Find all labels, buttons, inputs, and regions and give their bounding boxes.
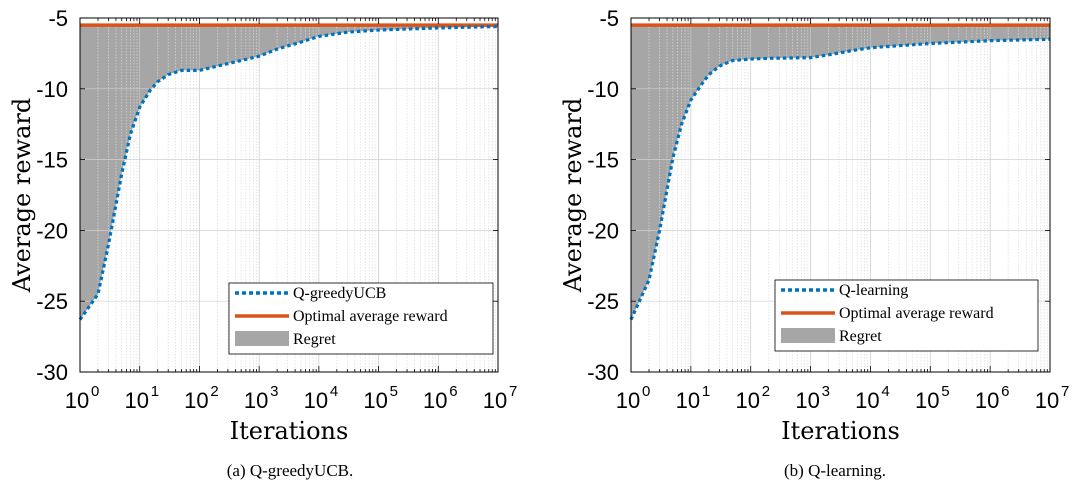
y-tick-label: -15 [36, 148, 68, 173]
x-tick-label: 10 [676, 388, 700, 413]
legend-swatch-area [235, 331, 289, 346]
x-tick-exponent: 7 [509, 383, 517, 400]
legend: Q-learning Optimal average reward Regret [774, 279, 1039, 352]
x-tick-label: 10 [184, 388, 208, 413]
x-tick-label: 10 [855, 388, 879, 413]
x-tick-label: 10 [363, 388, 387, 413]
tick-marks [79, 17, 499, 373]
y-tick-label: -5 [48, 6, 68, 31]
x-tick-exponent: 3 [270, 383, 278, 400]
x-tick-exponent: 4 [330, 383, 338, 400]
x-tick-label: 10 [735, 388, 759, 413]
x-tick-exponent: 7 [1061, 383, 1069, 400]
legend: Q-greedyUCB Optimal average reward Regret [228, 282, 494, 355]
x-tick-label: 10 [244, 388, 268, 413]
x-tick-label: 10 [795, 388, 819, 413]
legend-label: Regret [293, 331, 336, 348]
x-axis-label: Iterations [230, 417, 349, 445]
y-axis-label: Average reward [8, 98, 36, 293]
x-tick-label: 10 [65, 388, 89, 413]
x-tick-exponent: 4 [881, 383, 889, 400]
tick-marks [630, 17, 1051, 373]
y-tick-label: -30 [587, 360, 619, 385]
x-tick-exponent: 0 [642, 383, 650, 400]
x-tick-exponent: 6 [449, 383, 457, 400]
y-axis-label: Average reward [559, 98, 587, 293]
x-tick-label: 10 [304, 388, 328, 413]
y-tick-label: -30 [36, 360, 68, 385]
x-tick-exponent: 0 [91, 383, 99, 400]
legend-swatch-area [781, 328, 835, 343]
y-tick-label: -15 [587, 148, 619, 173]
x-axis-label: Iterations [781, 417, 900, 445]
x-tick-exponent: 1 [151, 383, 159, 400]
x-tick-exponent: 1 [702, 383, 710, 400]
y-tick-label: -20 [36, 218, 68, 243]
y-tick-label: -25 [587, 289, 619, 314]
figure-caption: (a) Q-greedyUCB. [227, 461, 354, 480]
x-tick-exponent: 2 [210, 383, 218, 400]
y-tick-label: -10 [587, 77, 619, 102]
x-tick-exponent: 3 [822, 383, 830, 400]
y-tick-label: -20 [587, 218, 619, 243]
axes-frame [630, 17, 1051, 373]
axes-frame [79, 17, 499, 373]
x-tick-exponent: 6 [1001, 383, 1009, 400]
x-tick-label: 10 [1035, 388, 1059, 413]
figure-caption: (b) Q-learning. [784, 461, 886, 480]
legend-label: Optimal average reward [293, 308, 448, 325]
x-tick-label: 10 [483, 388, 507, 413]
legend-label: Q-greedyUCB [293, 285, 386, 302]
y-tick-label: -5 [599, 6, 619, 31]
y-tick-label: -10 [36, 77, 68, 102]
x-tick-exponent: 2 [762, 383, 770, 400]
x-tick-label: 10 [124, 388, 148, 413]
x-tick-label: 10 [616, 388, 640, 413]
legend-label: Optimal average reward [839, 305, 994, 322]
x-tick-exponent: 5 [941, 383, 949, 400]
y-tick-label: -25 [36, 289, 68, 314]
x-tick-label: 10 [975, 388, 999, 413]
series-line-0 [78, 24, 499, 321]
legend-label: Regret [839, 328, 882, 345]
x-tick-label: 10 [915, 388, 939, 413]
x-tick-label: 10 [423, 388, 447, 413]
x-tick-exponent: 5 [390, 383, 398, 400]
legend-label: Q-learning [839, 282, 908, 299]
series-line-1 [629, 37, 1051, 321]
